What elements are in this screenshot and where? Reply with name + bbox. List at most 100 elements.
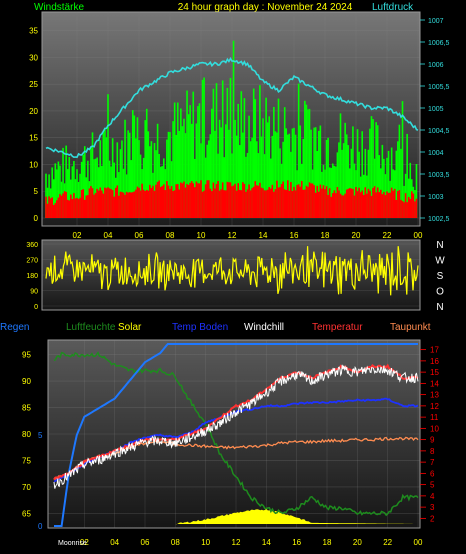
wind-gust-bar [228,129,230,218]
wind-gust-bar [302,138,305,218]
wind-avg-bar [232,185,235,218]
wind-gust-bar [344,122,346,218]
wind-avg-bar [114,187,117,218]
wind-gust-bar [364,148,367,218]
wind-gust-bar [353,163,356,218]
wind-avg-bar [118,195,120,218]
wind-gust-bar [181,126,184,218]
wind-gust-bar [342,143,345,218]
wind-gust-bar [336,152,339,218]
wind-avg-bar [62,193,64,218]
wind-avg-bar [259,182,261,218]
wind-avg-bar [159,187,162,218]
wind-avg-bar [403,202,405,218]
wind-avg-bar [251,188,253,218]
pressure-y-tick-label: 1004,5 [428,128,450,135]
wind-avg-bar [127,192,129,218]
wind-avg-bar [128,192,131,218]
wind-avg-bar [392,190,394,218]
temperature-y-tick-label: 14 [430,379,439,388]
wind-avg-bar [367,188,370,218]
wind-gust-bar [251,137,253,218]
wind-gust-bar [310,129,312,218]
wind-gust-bar [150,141,153,218]
wind-gust-bar [243,98,246,218]
wind-gust-bar [299,125,301,218]
temperature-y-tick-label: 2 [430,514,435,523]
climate-x-tick-label: 14 [262,538,271,547]
wind-avg-bar [63,191,66,218]
wind-avg-bar [110,189,112,218]
wind-x-tick-label: 14 [259,231,268,240]
pressure-y-tick-label: 1006 [428,62,444,69]
temperature-y-tick-label: 11 [430,413,439,422]
wind-gust-bar [102,132,105,218]
wind-avg-bar [285,190,288,218]
humidity-y-tick-label: 75 [22,456,31,465]
pressure-y-tick-label: 1003 [428,194,444,201]
wind-avg-bar [228,182,230,218]
wind-avg-bar [145,189,148,218]
legend-temperatur: Temperatur [312,322,363,333]
wind-avg-bar [322,185,325,218]
wind-avg-bar [176,184,179,218]
wind-avg-bar [66,199,69,218]
wind-gust-bar [269,158,272,218]
temperature-y-tick-label: 10 [430,424,439,433]
wind-gust-bar [246,152,249,218]
wind-gust-bar [189,105,191,218]
wind-gust-bar [345,134,348,218]
wind-gust-bar [212,88,215,219]
wind-avg-bar [57,197,60,218]
wind-avg-bar [223,190,226,218]
wind-avg-bar [269,188,272,218]
wind-avg-bar [336,186,339,218]
wind-avg-bar [102,193,105,218]
wind-avg-bar [107,187,109,218]
wind-gust-bar [180,108,182,218]
wind-gust-bar [138,140,140,218]
wind-gust-bar [62,147,64,218]
wind-avg-bar [271,184,274,218]
humidity-y-tick-label: 70 [22,483,31,492]
wind-avg-bar [237,183,239,218]
wind-avg-bar [260,187,263,218]
wind-avg-bar [274,189,277,218]
wind-avg-bar [299,186,301,218]
wind-gust-bar [82,154,84,218]
wind-avg-bar [59,194,61,218]
wind-avg-bar [406,202,408,218]
header-wind-label: Windstärke [34,2,84,13]
pressure-line [45,57,419,159]
moonrise-label: Moonrise [58,540,87,547]
wind-avg-bar [220,189,222,218]
wind-avg-bar [305,185,308,218]
wind-avg-bar [183,181,185,218]
wind-avg-bar [144,190,146,218]
wind-avg-bar [169,188,171,218]
wind-avg-bar [404,193,407,218]
wind-avg-bar [76,197,78,218]
wind-y-tick-label: 20 [29,107,38,116]
wind-avg-bar [105,188,108,218]
wind-x-tick-label: 08 [166,231,175,240]
wind-gust-bar [195,123,198,218]
wind-avg-bar [130,192,133,218]
temperature-y-tick-label: 16 [430,357,439,366]
wind-gust-bar [68,157,71,218]
wind-gust-bar [335,166,337,218]
wind-avg-bar [226,181,229,218]
windchill-line [53,364,419,489]
wind-avg-bar [341,195,343,218]
pressure-y-tick-label: 1003,5 [428,172,450,179]
wind-avg-bar [133,191,136,218]
wind-gust-bar [271,135,274,218]
wind-gust-bar [176,102,179,218]
wind-gust-bar [265,97,267,218]
wind-avg-bar [71,198,74,218]
climate-x-tick-label: 20 [353,538,362,547]
wind-avg-bar [217,180,219,218]
wind-gust-bar [175,134,177,218]
wind-avg-bar [197,183,199,218]
